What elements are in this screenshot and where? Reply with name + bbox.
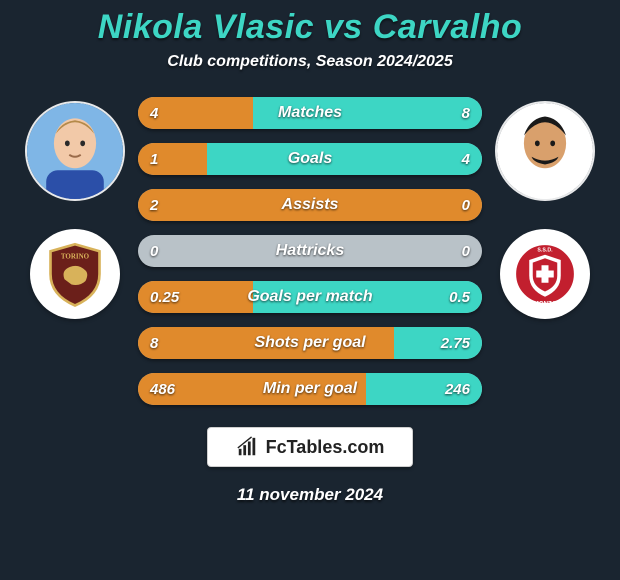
stat-bar-right-value: 246 [445, 373, 470, 405]
stat-bar-left-value: 8 [150, 327, 158, 359]
stat-bar-right-value: 2.75 [441, 327, 470, 359]
content-root: Nikola Vlasic vs Carvalho Club competiti… [0, 0, 620, 580]
footer-date: 11 november 2024 [237, 485, 383, 505]
player-left-avatar [25, 101, 125, 201]
player-right-avatar-icon [497, 103, 593, 199]
comparison-bars: Matches48Goals14Assists20Hattricks00Goal… [138, 93, 482, 405]
main-row: TORINO Matches48Goals14Assists20Hattrick… [0, 93, 620, 405]
stat-bar-right-value: 4 [462, 143, 470, 175]
stat-bar-label: Hattricks [138, 235, 482, 267]
svg-text:TORINO: TORINO [61, 252, 90, 260]
page-subtitle: Club competitions, Season 2024/2025 [167, 53, 452, 71]
svg-text:S.S.D.: S.S.D. [537, 247, 553, 253]
club-right-badge: S.S.D. MONZA [500, 229, 590, 319]
stat-bar-right-fill [253, 281, 482, 313]
stat-bar-right-value: 0.5 [449, 281, 470, 313]
stat-bar-right-fill [207, 143, 482, 175]
stat-bar-left-value: 0.25 [150, 281, 179, 313]
stat-bar: Shots per goal82.75 [138, 327, 482, 359]
site-badge[interactable]: FcTables.com [207, 427, 414, 467]
stat-bar: Goals per match0.250.5 [138, 281, 482, 313]
stat-bar-left-value: 4 [150, 97, 158, 129]
stat-bar-left-value: 486 [150, 373, 175, 405]
site-name: FcTables.com [266, 437, 385, 458]
stat-bar-left-value: 2 [150, 189, 158, 221]
stat-bar: Min per goal486246 [138, 373, 482, 405]
stat-bar-right-value: 0 [462, 235, 470, 267]
torino-shield-icon: TORINO [40, 239, 110, 309]
player-right-avatar [495, 101, 595, 201]
stat-bar-left-fill [138, 189, 482, 221]
chart-icon [236, 436, 258, 458]
right-player-column: S.S.D. MONZA [490, 93, 600, 319]
stat-bar: Matches48 [138, 97, 482, 129]
monza-shield-icon: S.S.D. MONZA [510, 239, 580, 309]
left-player-column: TORINO [20, 93, 130, 319]
stat-bar-right-fill [253, 97, 482, 129]
stat-bar-left-fill [138, 327, 394, 359]
stat-bar-left-value: 0 [150, 235, 158, 267]
stat-bar: Goals14 [138, 143, 482, 175]
stat-bar-right-value: 0 [462, 189, 470, 221]
page-title: Nikola Vlasic vs Carvalho [98, 8, 522, 47]
stat-bar-right-value: 8 [462, 97, 470, 129]
club-left-badge: TORINO [30, 229, 120, 319]
player-left-avatar-icon [27, 103, 123, 199]
stat-bar-left-fill [138, 143, 207, 175]
stat-bar-left-value: 1 [150, 143, 158, 175]
stat-bar: Assists20 [138, 189, 482, 221]
svg-text:MONZA: MONZA [534, 301, 557, 308]
stat-bar: Hattricks0 0 [138, 235, 482, 267]
